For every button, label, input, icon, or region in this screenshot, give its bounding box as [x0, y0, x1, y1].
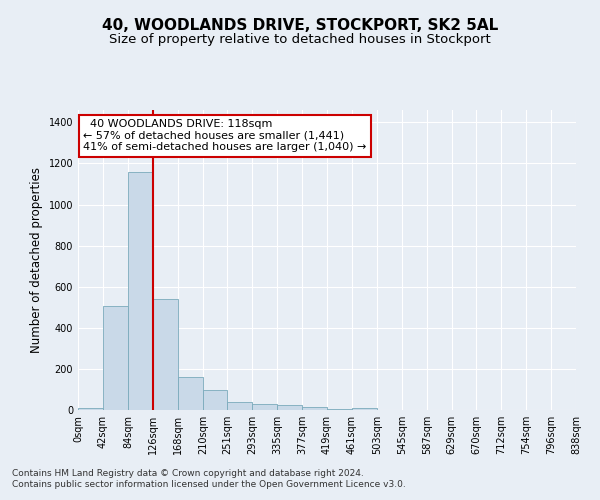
Text: Contains HM Land Registry data © Crown copyright and database right 2024.: Contains HM Land Registry data © Crown c…	[12, 468, 364, 477]
Bar	[78, 408, 103, 410]
Text: Contains public sector information licensed under the Open Government Licence v3: Contains public sector information licen…	[12, 480, 406, 489]
Text: 40 WOODLANDS DRIVE: 118sqm
← 57% of detached houses are smaller (1,441)
41% of s: 40 WOODLANDS DRIVE: 118sqm ← 57% of deta…	[83, 119, 367, 152]
Y-axis label: Number of detached properties: Number of detached properties	[30, 167, 43, 353]
Text: 40, WOODLANDS DRIVE, STOCKPORT, SK2 5AL: 40, WOODLANDS DRIVE, STOCKPORT, SK2 5AL	[102, 18, 498, 32]
Bar	[327, 409, 352, 410]
Bar	[227, 402, 252, 410]
Bar	[277, 405, 302, 410]
Bar	[352, 408, 377, 410]
Bar	[103, 306, 128, 410]
Bar	[252, 404, 277, 410]
Bar	[178, 377, 203, 410]
Bar	[153, 299, 178, 410]
Bar	[128, 172, 153, 410]
Bar	[302, 408, 327, 410]
Text: Size of property relative to detached houses in Stockport: Size of property relative to detached ho…	[109, 32, 491, 46]
Bar	[203, 390, 227, 410]
